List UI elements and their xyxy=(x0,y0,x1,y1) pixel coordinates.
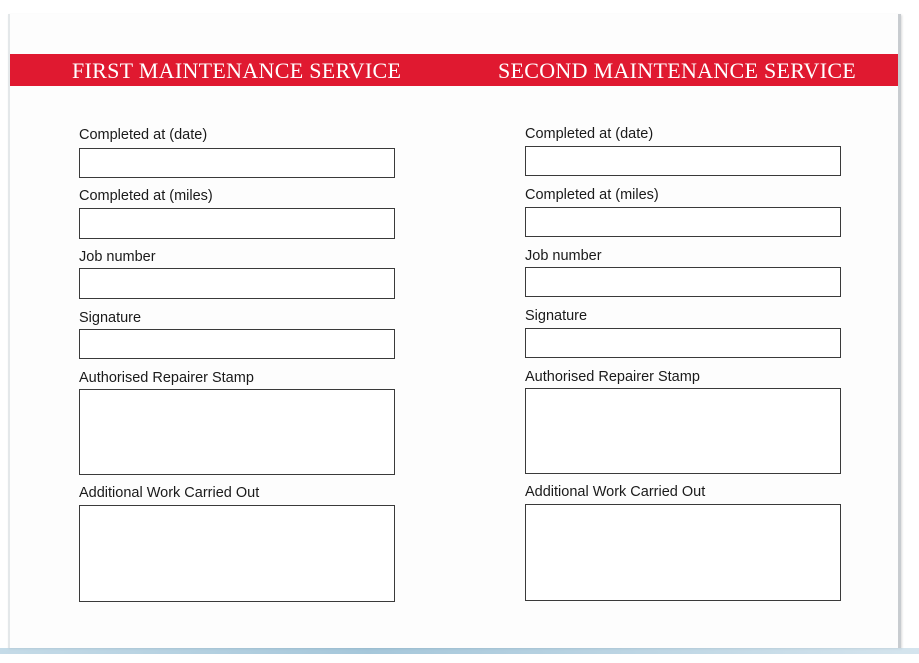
miles-field[interactable] xyxy=(79,208,395,239)
stamp-field[interactable] xyxy=(525,388,841,474)
header-band xyxy=(10,54,898,86)
date-field[interactable] xyxy=(525,146,841,176)
stamp-field[interactable] xyxy=(79,389,395,475)
additional-work-field[interactable] xyxy=(79,505,395,602)
additional-work-field[interactable] xyxy=(525,504,841,601)
signature-label: Signature xyxy=(79,310,142,326)
miles-label: Completed at (miles) xyxy=(79,188,213,204)
first-service-title: FIRST MAINTENANCE SERVICE xyxy=(72,58,402,83)
second-service-title: SECOND MAINTENANCE SERVICE xyxy=(498,58,857,83)
stamp-label: Authorised Repairer Stamp xyxy=(525,369,700,385)
page-edge xyxy=(0,648,919,654)
additional-work-label: Additional Work Carried Out xyxy=(525,484,706,500)
miles-field[interactable] xyxy=(525,207,841,237)
miles-label: Completed at (miles) xyxy=(525,187,659,203)
stamp-label: Authorised Repairer Stamp xyxy=(79,370,254,386)
job-number-field[interactable] xyxy=(525,267,841,297)
date-label: Completed at (date) xyxy=(525,126,654,142)
date-label: Completed at (date) xyxy=(79,127,208,143)
date-field[interactable] xyxy=(79,148,395,178)
job-number-label: Job number xyxy=(525,248,602,264)
signature-label: Signature xyxy=(525,308,588,324)
job-number-label: Job number xyxy=(79,249,156,265)
additional-work-label: Additional Work Carried Out xyxy=(79,485,260,501)
signature-field[interactable] xyxy=(525,328,841,358)
job-number-field[interactable] xyxy=(79,268,395,299)
signature-field[interactable] xyxy=(79,329,395,359)
